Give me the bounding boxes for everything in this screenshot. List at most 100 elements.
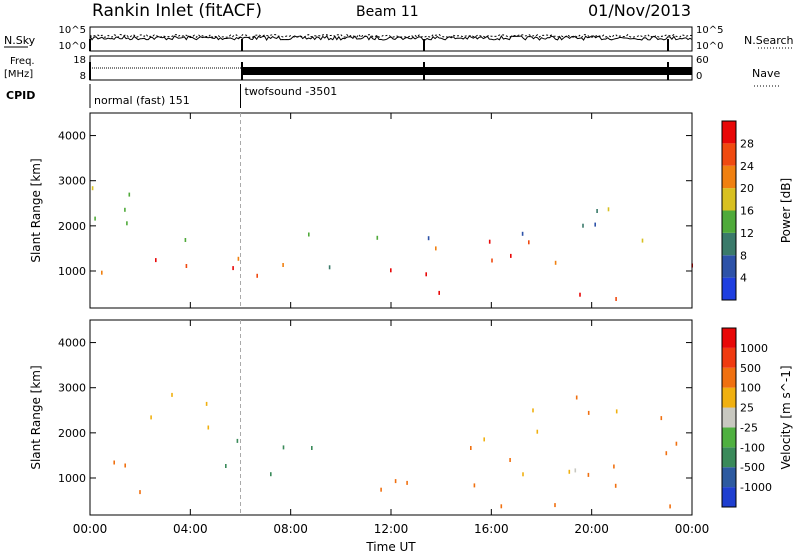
data-cell [669, 504, 671, 509]
data-cell [376, 235, 379, 240]
x-tick-label: 12:00 [374, 522, 409, 536]
velocity-frame [89, 319, 693, 516]
data-cell [311, 446, 313, 450]
data-cell [536, 429, 539, 434]
colorbar-segment [722, 255, 736, 278]
colorbar-segment [722, 387, 736, 408]
data-cell [488, 239, 491, 244]
colorbar-tick-label: 25 [740, 402, 754, 415]
data-cell [394, 479, 397, 484]
colorbar-tick-label: -1000 [740, 481, 772, 494]
data-cell [607, 207, 610, 212]
data-cell [155, 258, 157, 263]
y-tick-label: 2000 [58, 220, 86, 233]
y-tick-label: 2000 [58, 427, 86, 440]
colorbar-label: Velocity [m s^-1] [779, 365, 793, 469]
data-cell [615, 409, 618, 414]
data-cell [171, 392, 173, 397]
colorbar-label: Power [dB] [779, 178, 793, 243]
data-cell [491, 258, 493, 263]
data-cell [207, 425, 210, 430]
colorbar-segment [722, 467, 736, 488]
data-cell [128, 192, 131, 197]
figure-title: Rankin Inlet (fitACF) [92, 1, 262, 21]
colorbar-tick-label: 500 [740, 362, 761, 375]
x-tick-label: 00:00 [73, 522, 108, 536]
data-cell [427, 236, 430, 241]
colorbar-tick-label: 4 [740, 272, 747, 285]
colorbar-segment [722, 347, 736, 368]
colorbar-frame [721, 120, 737, 301]
y-tick-label: 1000 [58, 265, 86, 278]
nsearch-trace [89, 33, 693, 39]
data-cell [473, 483, 476, 488]
freq-left-tick-top: 18 [73, 55, 86, 66]
data-cell [328, 265, 331, 270]
velocity-cells [113, 392, 678, 509]
data-cell [596, 209, 598, 213]
data-cell [184, 238, 187, 242]
data-cell [587, 472, 590, 477]
data-cell [282, 263, 284, 267]
x-tick-label: 00:00 [675, 522, 710, 536]
cpid-panel: normal (fast) 151 twofsound -3501 [89, 84, 338, 108]
data-cell [660, 416, 663, 421]
cpid-mode-label: twofsound -3501 [245, 85, 338, 98]
data-cell [126, 221, 128, 226]
data-cell [470, 446, 472, 450]
colorbar-segment [722, 447, 736, 468]
data-cell [113, 460, 115, 465]
data-cell [308, 232, 310, 237]
data-cell [390, 268, 392, 273]
colorbar-tick-label: -500 [740, 461, 765, 474]
data-cell [256, 273, 258, 278]
date-label: 01/Nov/2013 [588, 1, 691, 20]
data-cell [500, 504, 503, 509]
cpid-label: CPID [6, 89, 35, 102]
y-axis-label: Slant Range [km] [29, 158, 43, 262]
data-cell [185, 264, 188, 268]
colorbar-tick-label: 100 [740, 382, 761, 395]
colorbar-segment [722, 277, 736, 300]
data-cell [205, 401, 208, 406]
freq-right-tick-top: 60 [696, 55, 709, 66]
data-cell [282, 445, 285, 450]
velocity-panel: 1000 2000 3000 4000 Slant Range [km] 00:00 04:… [29, 319, 793, 536]
colorbar-segment [722, 165, 736, 189]
data-cell [232, 266, 234, 271]
colorbar-tick-label: 28 [740, 137, 754, 150]
data-cell [124, 207, 126, 212]
nave-label: Nave [752, 67, 780, 80]
data-cell [665, 451, 668, 456]
data-cell [528, 240, 530, 245]
data-cell [554, 503, 556, 508]
data-cell [675, 441, 678, 446]
data-cell [574, 468, 577, 473]
colorbar-tick-label: 20 [740, 182, 754, 195]
data-cell [582, 223, 584, 228]
power-panel: 1000 2000 3000 4000 Slant Range [km] 4 8 12 16 20… [29, 112, 793, 309]
colorbar-tick-label: -100 [740, 441, 765, 454]
power-cells [91, 186, 693, 301]
y-tick-label: 3000 [58, 175, 86, 188]
data-cell [270, 472, 272, 477]
colorbar-segment [722, 328, 736, 348]
colorbar-segment [722, 407, 736, 428]
freq-trace-mode-2 [243, 67, 692, 75]
x-tick-label: 16:00 [474, 522, 509, 536]
data-cell [510, 253, 512, 258]
data-cell [587, 410, 590, 415]
x-tick-label: 08:00 [273, 522, 308, 536]
data-cell [575, 395, 578, 400]
data-cell [532, 408, 534, 413]
noise-left-tick-top: 10^5 [59, 25, 86, 36]
colorbar-segment [722, 427, 736, 448]
nsearch-label: N.Search [744, 34, 794, 47]
cpid-mode-label: normal (fast) 151 [94, 94, 190, 107]
data-cell [438, 290, 440, 295]
data-cell [521, 231, 524, 236]
data-cell [139, 490, 141, 495]
colorbar-segment [722, 121, 736, 144]
nsky-trace [89, 35, 693, 41]
